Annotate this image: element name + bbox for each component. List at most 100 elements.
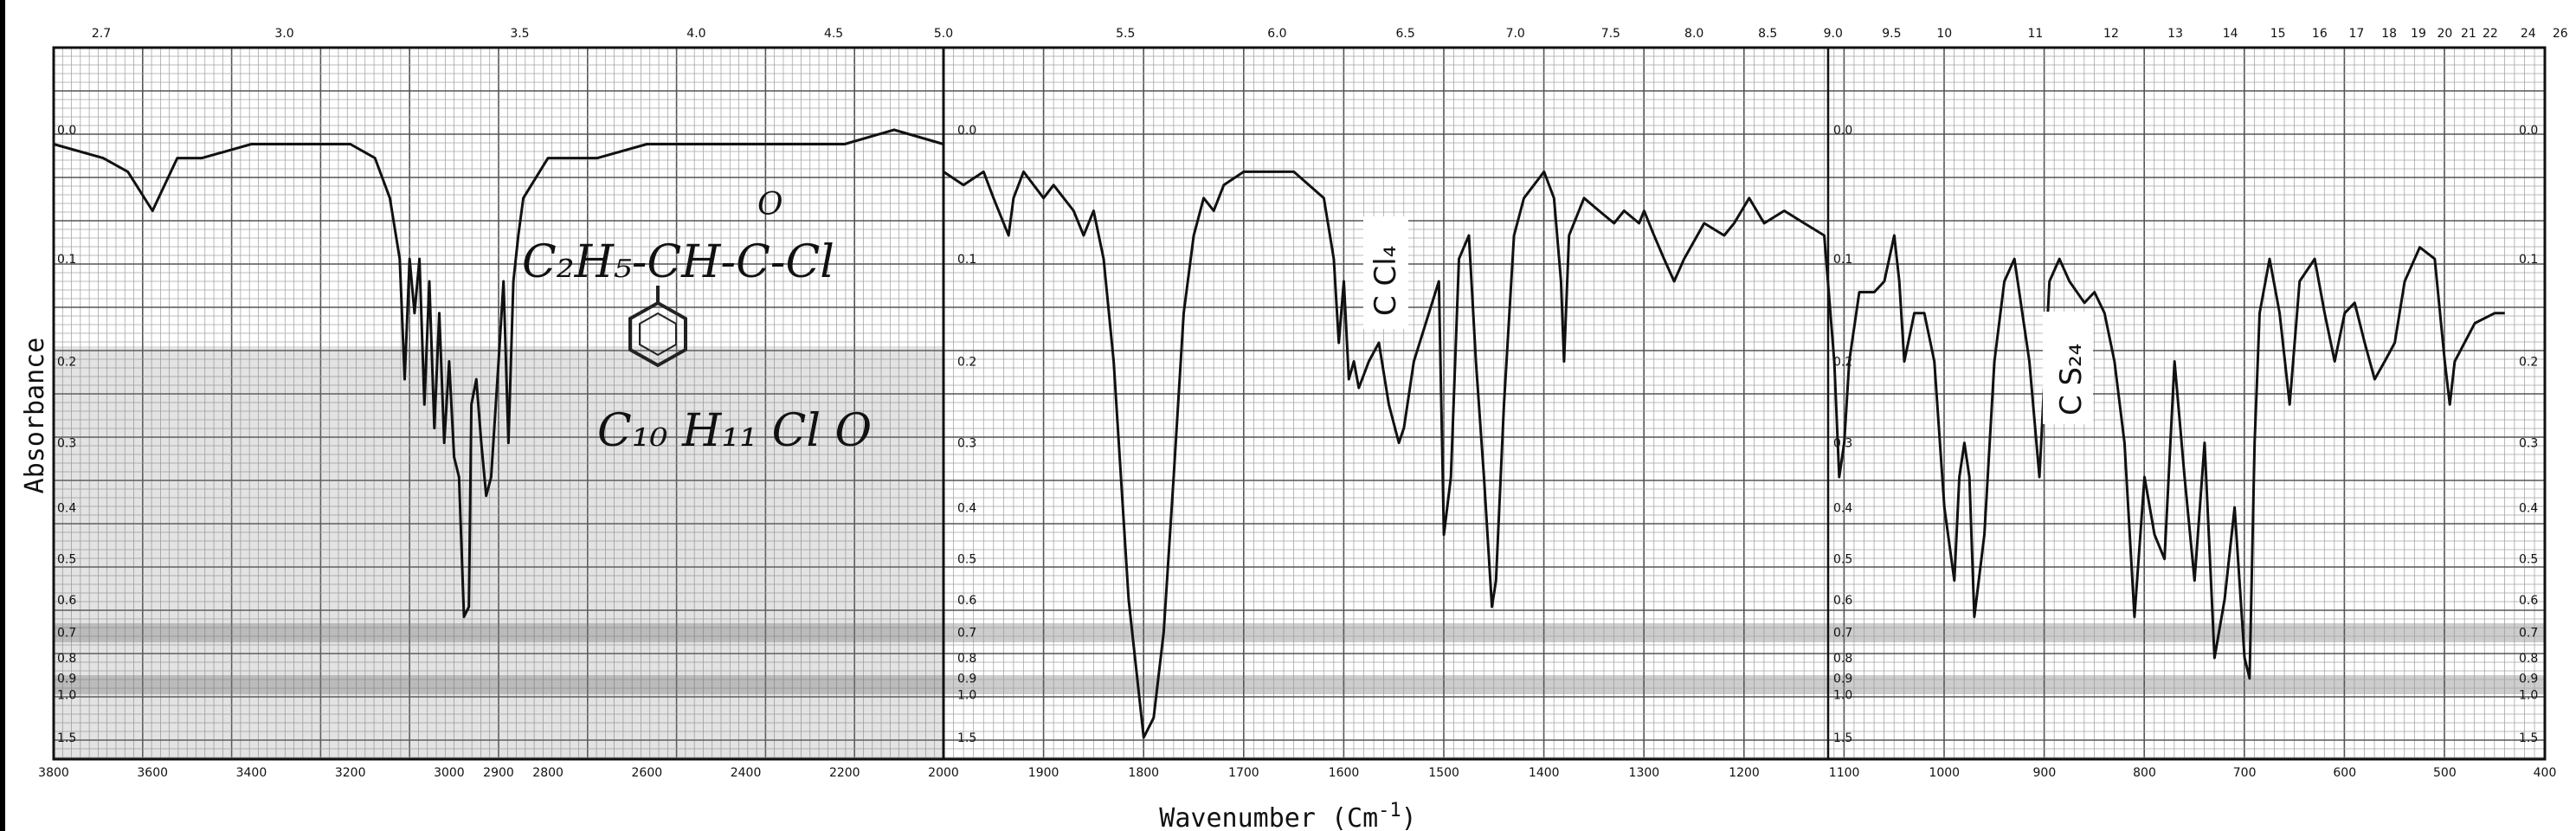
absorbance-tick-label: 0.5 <box>57 553 76 567</box>
absorbance-tick-label: 0.1 <box>1833 253 1852 267</box>
micron-tick-label: 2.7 <box>92 27 111 41</box>
x-tick-label: 1000 <box>1929 766 1960 780</box>
x-tick-label: 2900 <box>483 766 514 780</box>
solvent-labels: C Cl₄ C S₂₄ <box>1363 216 2093 424</box>
spectrum-line-left <box>53 128 944 619</box>
grid-band-09 <box>54 675 2545 694</box>
micron-tick-label: 8.5 <box>1758 27 1777 41</box>
micron-tick-label: 7.5 <box>1601 27 1620 41</box>
absorbance-tick-label: 1.5 <box>2519 731 2538 745</box>
absorbance-tick-label: 0.1 <box>957 253 976 267</box>
x-tick-label: 1100 <box>1829 766 1860 780</box>
x-axis-label: Wavenumber (Cm-1) <box>1159 800 1416 831</box>
scan-edge-shadow <box>0 0 5 831</box>
micron-tick-label: 22 <box>2483 27 2498 41</box>
plot-grid-right <box>943 47 2546 759</box>
benzene-ring-inner-icon <box>639 312 677 357</box>
absorbance-tick-label: 0.6 <box>1833 594 1852 608</box>
absorbance-tick-label: 0.6 <box>57 594 76 608</box>
micron-tick-label: 12 <box>2103 27 2119 41</box>
micron-tick-label: 5.5 <box>1116 27 1135 41</box>
absorbance-tick-label: 0.2 <box>2519 356 2538 370</box>
x-tick-label: 700 <box>2233 766 2257 780</box>
micron-tick-label: 15 <box>2270 27 2286 41</box>
absorbance-tick-label: 0.8 <box>1833 652 1852 666</box>
x-tick-label: 2200 <box>829 766 860 780</box>
absorbance-tick-label: 1.0 <box>57 688 76 702</box>
wavenumber-tick-labels: 3800 3600 3400 3200 3000 2900 2800 2600 2400 2200… <box>38 766 2556 780</box>
absorbance-tick-label: 0.8 <box>957 652 976 666</box>
micron-tick-label: 13 <box>2167 27 2183 41</box>
absorbance-tick-label: 0.0 <box>2519 124 2538 138</box>
solvent-label-ccl4: C Cl₄ <box>1368 246 1403 316</box>
micron-tick-label: 4.5 <box>824 27 843 41</box>
x-tick-label: 3800 <box>38 766 69 780</box>
absorbance-tick-label: 0.1 <box>2519 253 2538 267</box>
micron-tick-label: 3.0 <box>274 27 293 41</box>
x-axis-label-sup: -1 <box>1378 800 1401 821</box>
micron-tick-label: 18 <box>2381 27 2397 41</box>
micron-tick-label: 3.5 <box>510 27 529 41</box>
micron-tick-label: 6.5 <box>1396 27 1415 41</box>
absorbance-tick-label: 0.5 <box>2519 553 2538 567</box>
absorbance-tick-labels: 0.0 0.1 0.2 0.3 0.4 0.5 0.6 0.7 0.8 0.9 1.0 1.5 0.0 0… <box>57 124 2538 745</box>
dense-grid-shade <box>54 346 943 759</box>
solvent-label-2-bg <box>2043 312 2093 424</box>
micron-tick-labels: 2.7 3.0 3.5 4.0 4.5 5.0 5.5 6.0 6.5 7.0 7.5 8.0 8.5 9… <box>92 27 2568 41</box>
x-tick-label: 500 <box>2433 766 2457 780</box>
solvent-label-1-bg <box>1363 216 1408 329</box>
absorbance-tick-label: 0.8 <box>2519 652 2538 666</box>
absorbance-tick-label: 0.7 <box>1833 626 1852 640</box>
x-axis-label-text: Wavenumber (Cm <box>1159 803 1378 831</box>
x-tick-label: 3000 <box>434 766 465 780</box>
micron-tick-label: 16 <box>2312 27 2328 41</box>
x-tick-label: 800 <box>2133 766 2156 780</box>
x-tick-label: 1500 <box>1428 766 1459 780</box>
y-axis-label: Absorbance <box>20 338 50 494</box>
micron-tick-label: 11 <box>2027 27 2043 41</box>
absorbance-tick-label: 0.3 <box>957 437 976 451</box>
spectrum-trace <box>53 128 2505 739</box>
absorbance-tick-label: 1.5 <box>957 731 976 745</box>
absorbance-tick-label: 0.4 <box>1833 501 1852 515</box>
absorbance-tick-label: 0.0 <box>1833 124 1852 138</box>
x-tick-label: 900 <box>2033 766 2057 780</box>
x-tick-label: 1600 <box>1329 766 1360 780</box>
absorbance-tick-label: 0.7 <box>957 626 976 640</box>
x-tick-label: 1800 <box>1128 766 1159 780</box>
absorbance-tick-label: 0.5 <box>957 553 976 567</box>
absorbance-tick-label: 0.8 <box>57 652 76 666</box>
absorbance-tick-label: 1.5 <box>57 731 76 745</box>
absorbance-tick-label: 1.0 <box>957 688 976 702</box>
spectrum-line-right <box>943 170 2505 739</box>
x-tick-label: 2400 <box>731 766 762 780</box>
formula-oxygen: O <box>757 187 783 222</box>
absorbance-tick-label: 0.3 <box>57 437 76 451</box>
absorbance-tick-label: 0.1 <box>57 253 76 267</box>
absorbance-tick-label: 0.6 <box>2519 594 2538 608</box>
plot-grid-left <box>53 47 2545 759</box>
micron-tick-label: 10 <box>1936 27 1952 41</box>
x-tick-label: 1300 <box>1629 766 1660 780</box>
absorbance-tick-label: 0.7 <box>57 626 76 640</box>
micron-tick-label: 26 <box>2553 27 2568 41</box>
micron-tick-label: 24 <box>2521 27 2536 41</box>
absorbance-tick-label: 0.7 <box>2519 626 2538 640</box>
micron-tick-label: 8.0 <box>1684 27 1703 41</box>
formula-line1: C₂H₅-CH-C-Cl <box>522 236 834 288</box>
micron-tick-label: 20 <box>2437 27 2452 41</box>
solvent-label-cs2: C S₂₄ <box>2054 344 2089 416</box>
x-axis-label-close: ) <box>1401 803 1417 831</box>
x-tick-label: 1700 <box>1228 766 1259 780</box>
absorbance-tick-label: 0.0 <box>57 124 76 138</box>
absorbance-tick-label: 0.6 <box>957 594 976 608</box>
plot-frames <box>52 46 2547 761</box>
absorbance-tick-label: 0.0 <box>957 124 976 138</box>
micron-tick-label: 17 <box>2348 27 2364 41</box>
absorbance-tick-label: 0.9 <box>957 673 976 686</box>
absorbance-tick-label: 0.2 <box>957 356 976 370</box>
x-tick-label: 2000 <box>928 766 959 780</box>
absorbance-tick-label: 0.4 <box>2519 501 2538 515</box>
